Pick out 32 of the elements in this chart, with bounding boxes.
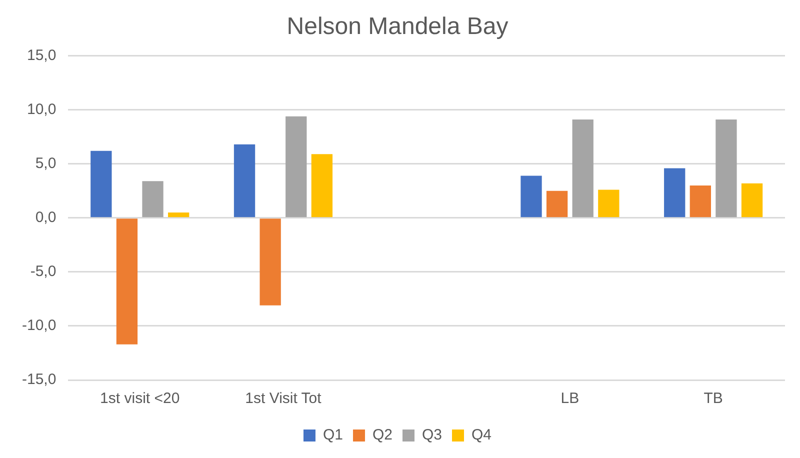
bar xyxy=(116,218,138,344)
x-tick-label: 1st Visit Tot xyxy=(245,390,322,408)
y-tick-label: -10,0 xyxy=(22,317,56,334)
legend-label: Q4 xyxy=(472,426,492,444)
bar xyxy=(168,212,190,218)
legend-label: Q1 xyxy=(322,426,343,444)
bar xyxy=(690,185,711,218)
bar xyxy=(311,154,333,218)
legend-label: Q2 xyxy=(372,426,393,444)
bar xyxy=(234,144,256,218)
legend-label: Q3 xyxy=(422,426,442,444)
bar xyxy=(716,120,737,218)
x-tick-label: 1st visit <20 xyxy=(100,390,180,408)
y-tick-label: 15,0 xyxy=(26,46,56,64)
bar xyxy=(260,218,281,306)
x-tick-label: TB xyxy=(704,390,723,408)
bar xyxy=(572,120,594,218)
y-tick-label: 0,0 xyxy=(35,209,56,226)
bar xyxy=(546,190,568,218)
bar xyxy=(286,116,307,218)
bar xyxy=(741,183,763,218)
bar xyxy=(520,176,542,218)
bar xyxy=(664,168,686,218)
x-tick-label: LB xyxy=(560,390,580,408)
bar xyxy=(142,181,164,218)
y-tick-label: 10,0 xyxy=(26,100,56,118)
bar xyxy=(598,190,620,218)
y-tick-label: 5,0 xyxy=(35,155,56,172)
bar xyxy=(90,150,112,218)
y-tick-label: -15,0 xyxy=(22,371,56,388)
chart-title: Nelson Mandela Bay xyxy=(286,13,508,40)
y-tick-label: -5,0 xyxy=(30,263,56,280)
